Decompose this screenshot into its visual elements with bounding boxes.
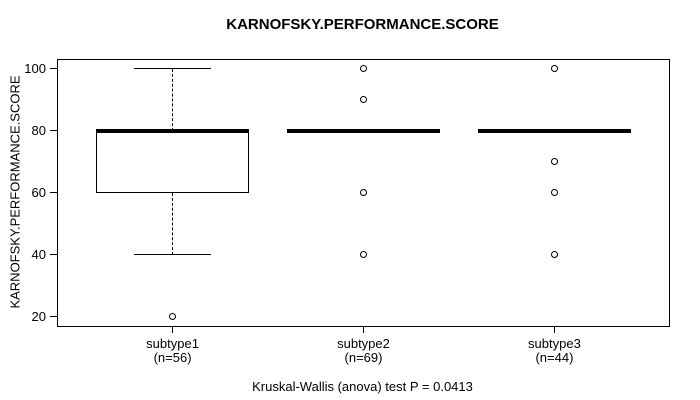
y-axis-tick [50,68,57,70]
median-line [478,128,631,133]
outlier-point [550,158,558,166]
upper-whisker-cap [134,68,211,70]
y-axis-tick [50,192,57,194]
median-line [96,128,249,133]
plot-area: 20 40 60 80 100 subtype1 (n=56) subtype2 (n=69) s… [24,59,670,365]
y-axis-tick-label: 40 [31,247,46,263]
x-axis-tick [363,326,364,333]
outlier-point [550,189,558,197]
group-n-label: (n=69) [344,350,383,365]
x-axis-tick [553,326,555,333]
median-line [287,128,440,133]
y-axis-tick [50,254,57,256]
outlier-point [550,251,558,259]
y-axis-tick [50,130,57,132]
x-group-label: subtype1 (n=56) [103,337,243,365]
outlier-point [360,251,367,259]
outlier-point [360,65,367,73]
stat-test-footnote: Kruskal-Wallis (anova) test P = 0.0413 [252,379,473,394]
lower-whisker-line [172,192,174,255]
outlier-point [169,312,177,320]
outlier-point [360,96,367,104]
chart-title: KARNOFSKY.PERFORMANCE.SCORE [226,16,499,33]
lower-whisker-cap [134,254,211,256]
y-axis-tick-label: 60 [31,185,46,201]
group-name-label: subtype3 [528,336,581,351]
y-axis-tick-label: 100 [24,61,46,77]
group-name-label: subtype2 [337,336,390,351]
group-n-label: (n=44) [535,350,574,365]
group-n-label: (n=56) [153,350,192,365]
x-group-label: subtype2 (n=69) [294,337,434,365]
y-axis-tick-label: 80 [31,123,46,139]
y-axis-tick-label: 20 [31,308,46,324]
outlier-point [550,65,558,73]
iqr-box [96,130,249,193]
upper-whisker-line [172,68,174,131]
x-axis-tick [172,326,174,333]
x-group-label: subtype3 (n=44) [484,337,624,365]
group-name-label: subtype1 [146,336,199,351]
y-axis-tick [50,315,57,317]
outlier-point [360,189,367,197]
